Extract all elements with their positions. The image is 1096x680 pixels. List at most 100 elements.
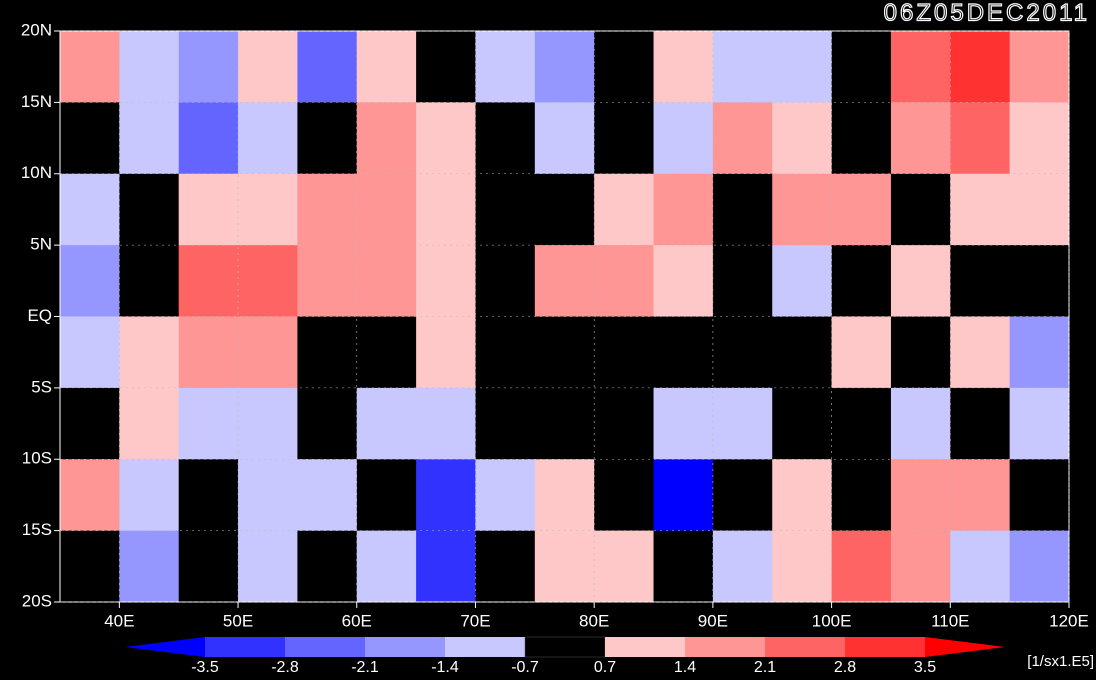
field-cell: [534, 173, 595, 246]
field-cell: [772, 387, 833, 460]
colorbar-label: 2.1: [754, 659, 776, 676]
field-cell: [653, 387, 714, 460]
field-cell: [416, 316, 476, 389]
field-cell: [831, 387, 892, 460]
field-cell: [594, 173, 655, 246]
field-cell: [238, 530, 298, 603]
field-cell: [890, 31, 951, 103]
field-cell: [594, 387, 655, 460]
field-cell: [416, 459, 476, 532]
field-cell: [950, 173, 1011, 246]
x-tick-label: 60E: [342, 611, 372, 630]
field-cell: [475, 102, 536, 175]
x-tick-label: 70E: [460, 611, 490, 630]
field-cell: [890, 173, 951, 246]
field-cell: [475, 245, 536, 317]
field-cell: [712, 316, 773, 389]
field-cell: [60, 316, 120, 389]
y-tick-label: 5N: [30, 235, 52, 254]
field-cell: [178, 102, 239, 175]
field-cell: [297, 459, 358, 532]
field-cell: [475, 316, 536, 389]
field-cell: [356, 459, 417, 532]
field-cell: [653, 459, 714, 532]
field-cell: [712, 245, 773, 317]
field-cell: [831, 245, 892, 317]
colorbar-label: -1.4: [431, 659, 459, 676]
x-tick-label: 50E: [223, 611, 253, 630]
field-cell: [653, 31, 714, 103]
field-cell: [297, 245, 358, 317]
field-cell: [772, 459, 833, 532]
field-cell: [890, 316, 951, 389]
field-cell: [1009, 387, 1070, 460]
field-cell: [594, 459, 655, 532]
field-cell: [1009, 173, 1070, 246]
field-cell: [831, 173, 892, 246]
field-cell: [178, 173, 239, 246]
chart-title: 06Z05DEC2011: [884, 0, 1090, 26]
colorbar-label: -2.8: [271, 659, 299, 676]
field-cell: [416, 245, 476, 317]
field-cell: [238, 387, 298, 460]
field-cell: [297, 31, 358, 103]
field-cell: [1009, 316, 1070, 389]
colorbar-label: 0.7: [594, 659, 616, 676]
y-tick-label: 15S: [22, 520, 52, 539]
field-cell: [950, 102, 1011, 175]
field-cell: [534, 387, 595, 460]
field-cell: [950, 530, 1011, 603]
field-cell: [950, 387, 1011, 460]
field-cell: [1009, 459, 1070, 532]
colorbar-label: -3.5: [191, 659, 219, 676]
field-cell: [653, 530, 714, 603]
field-cell: [890, 245, 951, 317]
x-tick-label: 80E: [579, 611, 609, 630]
colorbar-swatch: [285, 637, 365, 657]
field-cell: [356, 530, 417, 603]
field-cell: [831, 316, 892, 389]
field-cell: [60, 387, 120, 460]
field-cell: [712, 102, 773, 175]
field-cell: [119, 530, 180, 603]
x-tick-label: 120E: [1049, 611, 1089, 630]
field-cell: [890, 530, 951, 603]
field-cell: [890, 459, 951, 532]
y-tick-label: 5S: [31, 377, 52, 396]
field: [60, 31, 1070, 603]
field-cell: [534, 31, 595, 103]
x-tick-label: 90E: [698, 611, 728, 630]
field-cell: [534, 530, 595, 603]
field-cell: [60, 102, 120, 175]
field-cell: [178, 31, 239, 103]
colorbar-label: 3.5: [914, 659, 936, 676]
field-cell: [416, 387, 476, 460]
field-cell: [297, 173, 358, 246]
field-cell: [653, 316, 714, 389]
field-cell: [475, 530, 536, 603]
field-cell: [416, 102, 476, 175]
field-cell: [297, 530, 358, 603]
y-tick-label: 20S: [22, 591, 52, 610]
field-cell: [772, 245, 833, 317]
field-cell: [475, 31, 536, 103]
field-cell: [1009, 31, 1070, 103]
x-tick-label: 110E: [931, 611, 969, 630]
colorbar-swatch: [365, 637, 445, 657]
field-cell: [238, 245, 298, 317]
field-cell: [297, 316, 358, 389]
y-tick-label: 20N: [21, 20, 52, 39]
field-cell: [534, 459, 595, 532]
x-tick-label: 40E: [104, 611, 134, 630]
field-cell: [772, 31, 833, 103]
field-cell: [950, 459, 1011, 532]
field-cell: [831, 530, 892, 603]
field-cell: [119, 102, 180, 175]
field-cell: [356, 31, 417, 103]
colorbar-label: -0.7: [511, 659, 539, 676]
colorbar-swatch: [685, 637, 765, 657]
field-cell: [178, 459, 239, 532]
field-cell: [178, 316, 239, 389]
colorbar-swatch: [845, 637, 925, 657]
